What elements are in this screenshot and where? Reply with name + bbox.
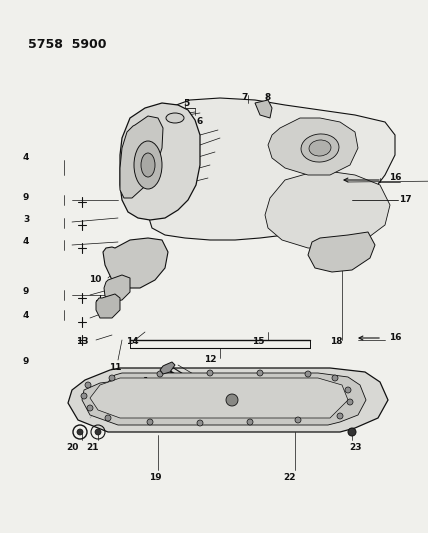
Polygon shape — [268, 118, 358, 175]
Text: 2: 2 — [142, 392, 148, 401]
Circle shape — [157, 371, 163, 377]
Polygon shape — [120, 116, 163, 198]
Circle shape — [247, 419, 253, 425]
Text: 7: 7 — [242, 93, 248, 102]
Text: 8: 8 — [265, 93, 271, 102]
Text: 3: 3 — [142, 385, 148, 394]
Circle shape — [226, 394, 238, 406]
Ellipse shape — [141, 153, 155, 177]
Text: 1: 1 — [142, 377, 148, 386]
Polygon shape — [308, 232, 375, 272]
Text: 9: 9 — [23, 193, 29, 203]
Circle shape — [77, 429, 83, 435]
Circle shape — [337, 413, 343, 419]
Circle shape — [81, 393, 87, 399]
Text: 16: 16 — [389, 174, 401, 182]
Text: 10: 10 — [89, 276, 101, 285]
Circle shape — [348, 428, 356, 436]
Circle shape — [305, 371, 311, 377]
Polygon shape — [68, 368, 388, 432]
Text: 15: 15 — [252, 337, 264, 346]
Text: 9: 9 — [23, 287, 29, 296]
Circle shape — [85, 382, 91, 388]
Text: 4: 4 — [23, 238, 29, 246]
Circle shape — [207, 370, 213, 376]
Polygon shape — [82, 373, 366, 425]
Text: 18: 18 — [330, 337, 342, 346]
Text: 17: 17 — [399, 196, 411, 205]
Text: 4: 4 — [23, 154, 29, 163]
Ellipse shape — [309, 140, 331, 156]
Circle shape — [197, 420, 203, 426]
Text: 5: 5 — [183, 99, 189, 108]
Ellipse shape — [134, 141, 162, 189]
Text: 23: 23 — [350, 443, 362, 453]
Text: 14: 14 — [126, 337, 138, 346]
Ellipse shape — [301, 134, 339, 162]
Polygon shape — [103, 238, 168, 288]
Circle shape — [347, 399, 353, 405]
Polygon shape — [104, 275, 130, 302]
Text: 22: 22 — [284, 473, 296, 482]
Text: 6: 6 — [197, 117, 203, 126]
Polygon shape — [148, 98, 395, 240]
Text: 20: 20 — [66, 443, 78, 453]
Text: 16: 16 — [389, 334, 401, 343]
Polygon shape — [160, 362, 175, 374]
Circle shape — [109, 375, 115, 381]
Circle shape — [87, 405, 93, 411]
Circle shape — [345, 387, 351, 393]
Circle shape — [105, 415, 111, 421]
Polygon shape — [255, 100, 272, 118]
Text: 21: 21 — [87, 443, 99, 453]
Text: 19: 19 — [149, 473, 161, 482]
Circle shape — [147, 419, 153, 425]
Polygon shape — [265, 170, 390, 248]
Text: 5758  5900: 5758 5900 — [28, 38, 107, 51]
Polygon shape — [90, 378, 348, 418]
Circle shape — [332, 375, 338, 381]
Polygon shape — [120, 103, 200, 220]
Text: 12: 12 — [204, 356, 216, 365]
Ellipse shape — [166, 113, 184, 123]
Text: 9: 9 — [23, 358, 29, 367]
Circle shape — [95, 429, 101, 435]
Text: 3: 3 — [23, 215, 29, 224]
Text: 11: 11 — [109, 364, 121, 373]
Polygon shape — [96, 294, 120, 318]
Text: 4: 4 — [23, 311, 29, 319]
Circle shape — [257, 370, 263, 376]
Text: 13: 13 — [76, 337, 88, 346]
Circle shape — [295, 417, 301, 423]
